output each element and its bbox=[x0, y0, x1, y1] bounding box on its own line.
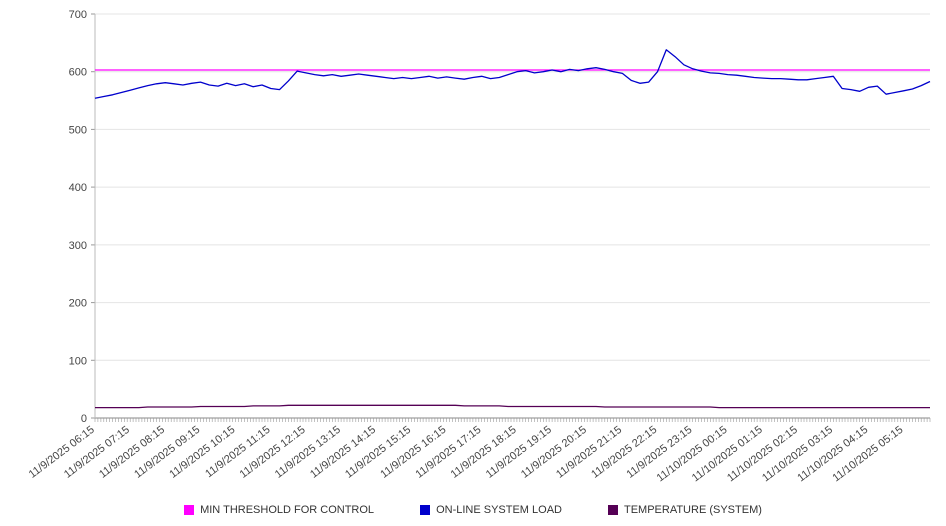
svg-text:0: 0 bbox=[81, 413, 87, 425]
legend-swatch-min-threshold-icon bbox=[184, 505, 195, 515]
svg-text:400: 400 bbox=[69, 182, 87, 194]
legend-item-temperature[interactable]: TEMPERATURE (SYSTEM) bbox=[607, 504, 762, 516]
svg-text:200: 200 bbox=[69, 298, 87, 310]
legend-item-system-load[interactable]: ON-LINE SYSTEM LOAD bbox=[420, 504, 562, 516]
svg-text:600: 600 bbox=[69, 67, 87, 79]
legend-label-min-threshold: MIN THRESHOLD FOR CONTROL bbox=[200, 504, 375, 516]
legend-label-system-load: ON-LINE SYSTEM LOAD bbox=[436, 504, 562, 516]
svg-text:500: 500 bbox=[69, 124, 87, 136]
legend-item-min-threshold[interactable]: MIN THRESHOLD FOR CONTROL bbox=[184, 504, 374, 516]
legend-swatch-temperature-icon bbox=[607, 505, 618, 515]
legend: MIN THRESHOLD FOR CONTROL ON-LINE SYSTEM… bbox=[0, 504, 946, 516]
svg-text:300: 300 bbox=[69, 240, 87, 252]
svg-text:100: 100 bbox=[69, 355, 87, 367]
legend-label-temperature: TEMPERATURE (SYSTEM) bbox=[623, 504, 762, 516]
legend-swatch-system-load-icon bbox=[420, 505, 431, 515]
svg-text:700: 700 bbox=[69, 9, 87, 21]
